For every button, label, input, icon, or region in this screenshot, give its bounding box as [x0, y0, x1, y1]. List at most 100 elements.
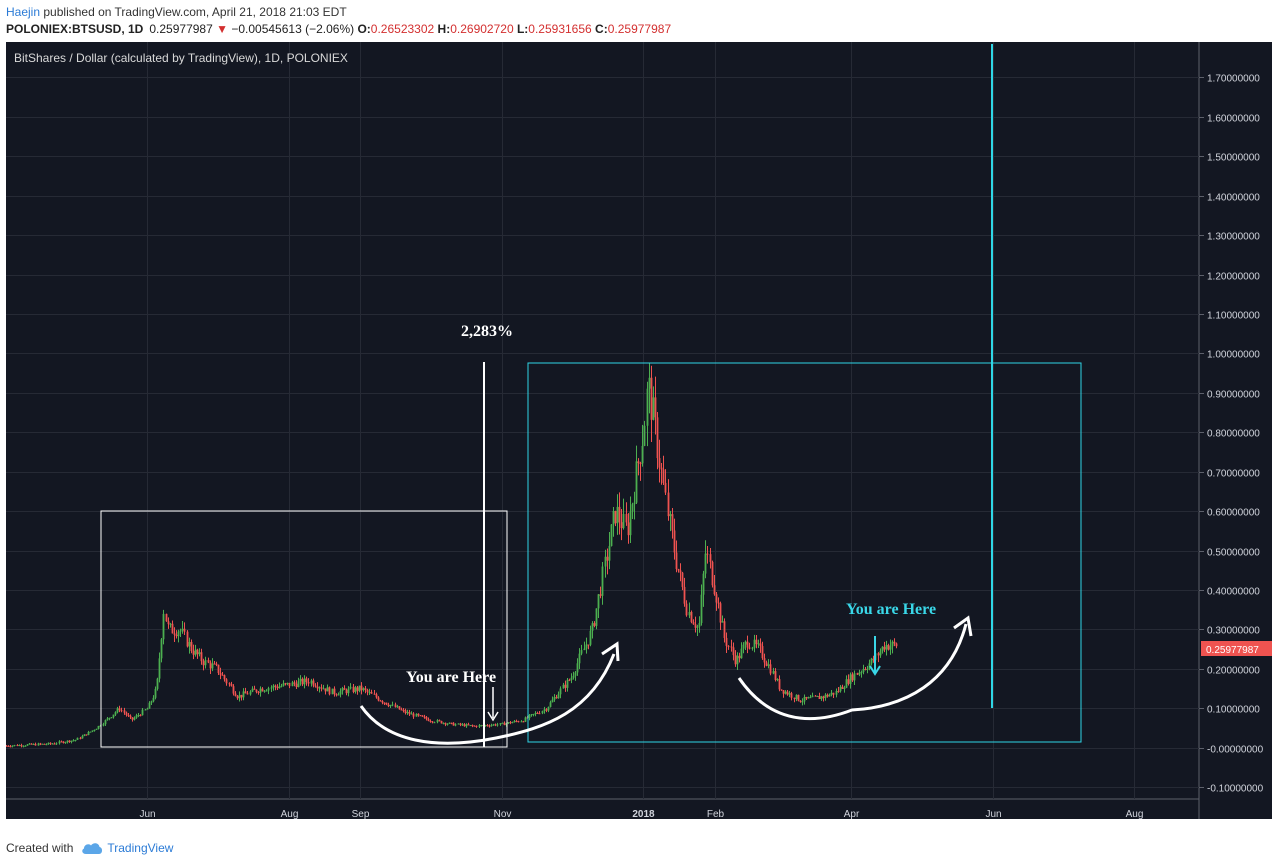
candle-body [11, 745, 14, 747]
candle-body [446, 723, 449, 725]
candle-body [578, 653, 581, 664]
candle-body [173, 633, 176, 635]
candle-body [501, 722, 504, 724]
created-with-text: Created with [6, 841, 74, 855]
candle-body [68, 740, 71, 743]
candle-body [862, 668, 865, 672]
candle-body [291, 682, 294, 687]
candle-body [404, 710, 407, 714]
candle-body [696, 626, 699, 628]
candle-body [715, 594, 718, 603]
candle-body [286, 682, 289, 684]
candle-body [530, 714, 533, 716]
candle-body [467, 724, 470, 726]
candle-body [669, 514, 672, 517]
candle-body [181, 628, 184, 631]
candle-body [709, 554, 712, 562]
candle-body [557, 694, 560, 699]
candle-body [528, 715, 531, 719]
candle-body [679, 570, 682, 573]
candle-body [154, 688, 157, 698]
candle-body [215, 663, 218, 665]
candle-body [276, 686, 279, 689]
candle-body [310, 680, 313, 684]
candle-body [465, 724, 468, 727]
candle-body [568, 679, 571, 681]
candle-body [639, 463, 642, 465]
candle-body [622, 513, 625, 529]
price-chart[interactable]: 1.70000000 1.60000000 1.50000000 1.40000000… [6, 42, 1272, 819]
candle-body [744, 641, 747, 645]
here-right-label[interactable]: You are Here [846, 601, 936, 618]
candle-body [772, 671, 775, 674]
plot-area[interactable] [6, 42, 1199, 819]
candle-body [385, 702, 388, 705]
candle-body [251, 688, 254, 692]
candle-body [496, 724, 499, 726]
candle-body [835, 691, 838, 695]
candle-body [799, 700, 802, 703]
left-curve-arrow[interactable] [359, 653, 616, 745]
candle-body [574, 672, 577, 676]
author-link[interactable]: Haejin [6, 5, 41, 19]
chart-panel[interactable]: 1.70000000 1.60000000 1.50000000 1.40000000… [6, 42, 1272, 819]
candle-body [580, 650, 583, 654]
right-box-drawing[interactable] [527, 362, 1082, 743]
candle-body [490, 725, 493, 727]
candle-body [347, 688, 350, 694]
candle-body [238, 694, 241, 699]
open-label: O: [357, 22, 371, 36]
candle-body [116, 708, 119, 713]
candle-body [156, 678, 159, 689]
candle-body [370, 692, 373, 694]
candle-body [459, 723, 462, 725]
candle-body [55, 743, 58, 745]
candle-body [314, 685, 317, 687]
candle-body [765, 662, 768, 666]
candle-body [175, 634, 178, 637]
candle-body [620, 522, 623, 529]
candle-body [811, 695, 814, 698]
candle-body [700, 594, 703, 624]
candle-body [780, 689, 783, 691]
candle-body [240, 694, 243, 698]
chart-legend: BitShares / Dollar (calculated by Tradin… [14, 51, 348, 65]
y-tick-label: 1.00000000 [1207, 350, 1260, 361]
candle-body [824, 694, 827, 699]
candle-body [847, 679, 850, 684]
candle-body [177, 631, 180, 637]
candle-body [553, 697, 556, 700]
candle-body [853, 673, 856, 681]
candle-body [635, 461, 638, 503]
price-scale[interactable] [1199, 42, 1272, 819]
here-left-arrow-head [487, 711, 499, 722]
open-value: 0.26523302 [370, 22, 435, 36]
candle-body [751, 647, 754, 649]
price-tag-value: 0.25977987 [1206, 645, 1259, 656]
candle-body [72, 740, 75, 742]
candle-body [339, 691, 342, 695]
candle-body [278, 686, 281, 689]
here-left-label[interactable]: You are Here [406, 669, 496, 686]
percent-annotation[interactable]: 2,283% [461, 323, 513, 340]
candle-body [652, 397, 655, 420]
candle-body [723, 621, 726, 638]
candle-body [24, 745, 27, 747]
candle-body [534, 712, 537, 715]
candle-body [267, 688, 270, 691]
right-curve-arrow[interactable] [737, 623, 968, 721]
candle-body [727, 645, 730, 647]
left-box-drawing[interactable] [100, 510, 508, 748]
candle-body [34, 743, 37, 746]
candle-body [656, 417, 659, 459]
candle-body [809, 697, 812, 699]
candle-body [887, 644, 890, 650]
low-label: L: [516, 22, 529, 36]
candle-body [843, 687, 846, 689]
candle-body [814, 695, 817, 697]
candle-body [194, 649, 197, 655]
candle-body [454, 724, 457, 726]
candle-body [242, 691, 245, 698]
candle-body [849, 674, 852, 684]
tradingview-link[interactable]: TradingView [107, 841, 174, 855]
